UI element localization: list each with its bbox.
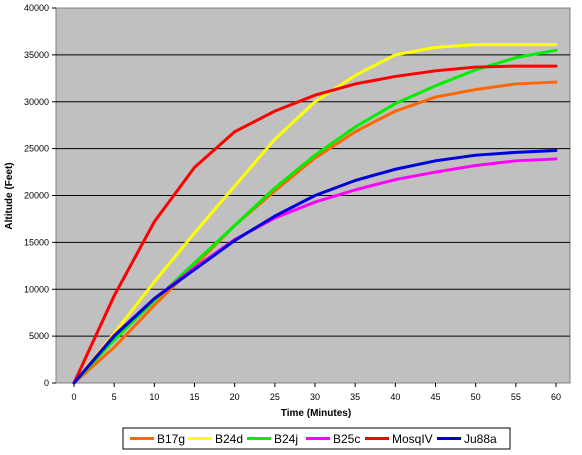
y-tick-label: 20000 [24, 191, 49, 201]
y-tick-label: 30000 [24, 97, 49, 107]
y-tick-label: 5000 [29, 331, 49, 341]
x-tick-label: 35 [350, 392, 360, 402]
series-line-ju88a [72, 149, 558, 385]
legend-label-b24j: B24j [274, 432, 298, 446]
x-axis-ticks: 0 5 10 15 20 25 30 35 40 45 50 55 60 [71, 383, 561, 402]
x-tick-label: 40 [390, 392, 400, 402]
x-tick-label: 20 [230, 392, 240, 402]
legend-label-b17g: B17g [157, 432, 185, 446]
y-tick-label: 0 [44, 378, 49, 388]
x-tick-label: 25 [270, 392, 280, 402]
legend: B17g B24d B24j B25c MosqIV Ju88a [122, 427, 511, 450]
legend-label-b25c: B25c [333, 432, 360, 446]
y-axis-ticks: 0 5000 10000 15000 20000 25000 30000 35000 40000 [24, 3, 56, 388]
x-tick-label: 30 [310, 392, 320, 402]
series-line-mosqiv [72, 64, 558, 385]
legend-label-b24d: B24d [215, 432, 243, 446]
x-tick-label: 0 [71, 392, 76, 402]
y-tick-label: 25000 [24, 144, 49, 154]
y-axis-title: Altitude (Feet) [4, 162, 15, 229]
y-tick-label: 35000 [24, 50, 49, 60]
x-tick-label: 10 [149, 392, 159, 402]
series-line-b17g [72, 80, 558, 385]
x-tick-label: 60 [551, 392, 561, 402]
x-axis-title: Time (Minutes) [281, 408, 351, 419]
x-tick-label: 5 [112, 392, 117, 402]
y-tick-label: 40000 [24, 3, 49, 13]
x-tick-label: 15 [189, 392, 199, 402]
legend-label-mosqiv: MosqIV [392, 432, 433, 446]
series-line-b24d [72, 43, 558, 385]
x-tick-label: 50 [471, 392, 481, 402]
y-tick-label: 15000 [24, 237, 49, 247]
x-tick-label: 45 [430, 392, 440, 402]
y-tick-label: 10000 [24, 284, 49, 294]
x-tick-label: 55 [511, 392, 521, 402]
legend-label-ju88a: Ju88a [464, 432, 497, 446]
series-lines [72, 43, 558, 385]
